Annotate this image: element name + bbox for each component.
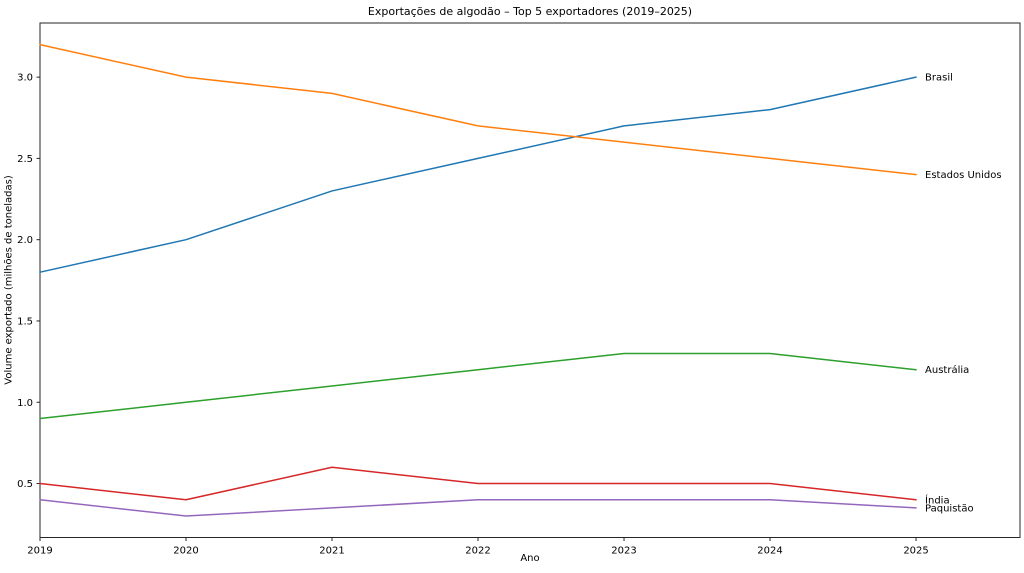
plot-border bbox=[39, 22, 1021, 538]
y-tick-label: 0.5 bbox=[17, 479, 33, 490]
x-tick-label: 2025 bbox=[903, 546, 928, 557]
x-tick-label: 2021 bbox=[319, 546, 344, 557]
y-tick-label: 3.0 bbox=[17, 73, 33, 84]
series-label-india: Índia bbox=[925, 493, 950, 506]
y-tick-label: 2.0 bbox=[17, 235, 33, 246]
series-line-estados-unidos bbox=[39, 43, 917, 176]
y-axis-label: Volume exportado (milhões de toneladas) bbox=[3, 175, 15, 385]
series-label-estados-unidos: Estados Unidos bbox=[925, 170, 1002, 181]
series-label-brasil: Brasil bbox=[925, 73, 953, 84]
x-tick-label: 2019 bbox=[27, 546, 52, 557]
series-line-brasil bbox=[39, 76, 917, 273]
series-label-australia: Austrália bbox=[925, 364, 969, 376]
x-axis-label: Ano bbox=[520, 553, 540, 564]
y-tick-label: 1.5 bbox=[17, 316, 33, 327]
series-label-paquistao: Paquistão bbox=[925, 503, 974, 514]
y-tick-label: 1.0 bbox=[17, 398, 33, 409]
x-tick-label: 2020 bbox=[173, 546, 198, 557]
series-line-paquistao bbox=[39, 499, 917, 517]
series-line-australia bbox=[39, 352, 917, 420]
y-tick-label: 2.5 bbox=[17, 154, 33, 165]
series-line-india bbox=[39, 466, 917, 501]
x-tick-label: 2022 bbox=[465, 546, 490, 557]
x-tick-label: 2024 bbox=[757, 546, 782, 557]
x-tick-label: 2023 bbox=[611, 546, 636, 557]
chart-title: Exportações de algodão – Top 5 exportado… bbox=[367, 5, 693, 18]
